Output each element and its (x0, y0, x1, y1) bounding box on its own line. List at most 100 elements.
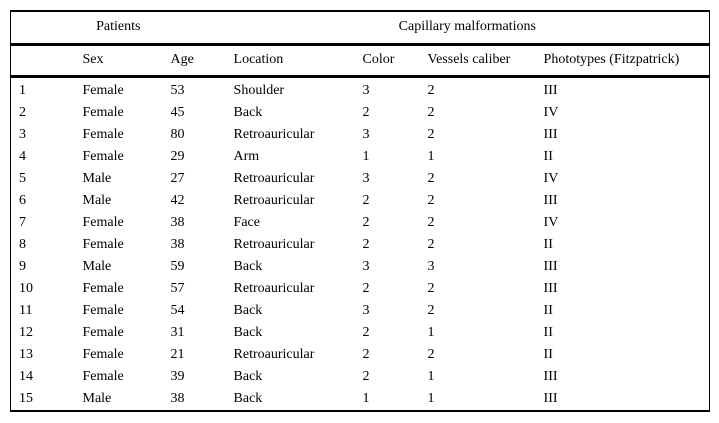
table-cell: III (543, 390, 558, 406)
table-cell: 21 (170, 346, 185, 362)
table-cell: 3 (362, 170, 370, 186)
table-row: 10 Female 57 Retroauricular 2 2 III (11, 278, 710, 300)
table-cell: Female (82, 104, 124, 120)
table-row: 14 Female 39 Back 2 1 III (11, 366, 710, 388)
patient-number-cell: 13 (19, 346, 33, 362)
table-cell: Female (82, 148, 124, 164)
table-cell: 38 (170, 214, 185, 230)
column-header: Phototypes (Fitzpatrick) (535, 44, 710, 78)
table-row: 2 Female 45 Back 2 2 IV (11, 102, 710, 124)
patient-number-cell: 11 (19, 302, 33, 318)
table-cell: 29 (170, 148, 185, 164)
patient-number-cell: 9 (19, 258, 26, 274)
table-row: 5 Male 27 Retroauricular 3 2 IV (11, 168, 710, 190)
table-row: 9 Male 59 Back 3 3 III (11, 256, 710, 278)
table-cell: 1 (427, 390, 435, 406)
table-cell: 80 (170, 126, 185, 142)
table-cell: II (543, 236, 553, 252)
table-cell: 1 (427, 148, 435, 164)
table-cell: III (543, 280, 558, 296)
column-header: Vessels caliber (419, 44, 536, 78)
table-cell: II (543, 324, 553, 340)
table-cell: IV (543, 170, 559, 186)
table-cell: 3 (362, 258, 370, 274)
table-cell: III (543, 368, 558, 384)
table-cell: 2 (362, 368, 370, 384)
table-cell: Back (233, 368, 263, 384)
table-cell: III (543, 82, 558, 98)
table-cell: 2 (362, 104, 370, 120)
table-cell: 1 (362, 390, 370, 406)
table-cell: II (543, 148, 553, 164)
table-cell: 45 (170, 104, 185, 120)
table-cell: Female (82, 82, 124, 98)
column-header: Sex (74, 44, 163, 78)
table-row: 6 Male 42 Retroauricular 2 2 III (11, 190, 710, 212)
table-cell: 2 (427, 346, 435, 362)
table-cell: 31 (170, 324, 185, 340)
table-cell: 38 (170, 390, 185, 406)
patient-number-cell: 15 (19, 390, 33, 406)
patient-number-cell: 7 (19, 214, 26, 230)
table-cell: Retroauricular (233, 236, 315, 252)
patient-number-cell: 14 (19, 368, 33, 384)
table-cell: 59 (170, 258, 185, 274)
table-cell: 2 (362, 324, 370, 340)
table-cell: Retroauricular (233, 192, 315, 208)
table-cell: Female (82, 126, 124, 142)
table-cell: 2 (362, 214, 370, 230)
table-cell: 2 (427, 214, 435, 230)
table-cell: Female (82, 368, 124, 384)
table-cell: Male (82, 170, 112, 186)
table-cell: Face (233, 214, 260, 230)
patient-number-cell: 6 (19, 192, 26, 208)
table-cell: Female (82, 214, 124, 230)
table-row: 11 Female 54 Back 3 2 II (11, 300, 710, 322)
patient-number-cell: 5 (19, 170, 26, 186)
table-cell: 2 (427, 280, 435, 296)
patient-number-cell: 8 (19, 236, 26, 252)
table-cell: Retroauricular (233, 170, 315, 186)
table-cell: Retroauricular (233, 346, 315, 362)
table-row: 12 Female 31 Back 2 1 II (11, 322, 710, 344)
patient-number-cell: 1 (19, 82, 26, 98)
table-cell: 53 (170, 82, 185, 98)
table-cell: Male (82, 192, 112, 208)
table-cell: III (543, 192, 558, 208)
column-header-row: Sex Age Location Color Vessels caliber Photot… (10, 44, 710, 78)
column-header (10, 44, 75, 78)
table-cell: Back (233, 302, 263, 318)
table-cell: III (543, 258, 558, 274)
table-cell: 2 (427, 302, 435, 318)
table-cell: Female (82, 236, 124, 252)
table-cell: 3 (362, 82, 370, 98)
table-cell: 2 (362, 280, 370, 296)
table-cell: 2 (362, 346, 370, 362)
patient-number-cell: 10 (19, 280, 33, 296)
table-cell: 54 (170, 302, 185, 318)
table-cell: 27 (170, 170, 185, 186)
table-row: 15 Male 38 Back 1 1 III (11, 388, 710, 411)
table-body: 1 Female 53 Shoulder 3 2 III 2 Female 45 Back 2 2 IV 3… (11, 76, 710, 411)
patient-number-cell: 3 (19, 126, 26, 142)
table-cell: 2 (427, 170, 435, 186)
table-cell: Retroauricular (233, 280, 315, 296)
column-header: Color (354, 44, 420, 78)
group-header: Patients (10, 11, 226, 46)
table-row: 13 Female 21 Retroauricular 2 2 II (11, 344, 710, 366)
table-cell: 2 (427, 192, 435, 208)
table-cell: Back (233, 324, 263, 340)
table-head: Patients Capillary malformations Sex Age Lo… (10, 11, 710, 78)
table-cell: Back (233, 104, 263, 120)
table-cell: II (543, 346, 553, 362)
patients-capillary-malformations-table: Patients Capillary malformations Sex Age Lo… (10, 10, 711, 412)
table-cell: 1 (427, 368, 435, 384)
table-cell: III (543, 126, 558, 142)
table-cell: Female (82, 324, 124, 340)
column-header: Location (225, 44, 355, 78)
table-row: 1 Female 53 Shoulder 3 2 III (11, 76, 710, 102)
table-row: 3 Female 80 Retroauricular 3 2 III (11, 124, 710, 146)
table-cell: 42 (170, 192, 185, 208)
table-cell: 2 (427, 104, 435, 120)
table-row: 4 Female 29 Arm 1 1 II (11, 146, 710, 168)
